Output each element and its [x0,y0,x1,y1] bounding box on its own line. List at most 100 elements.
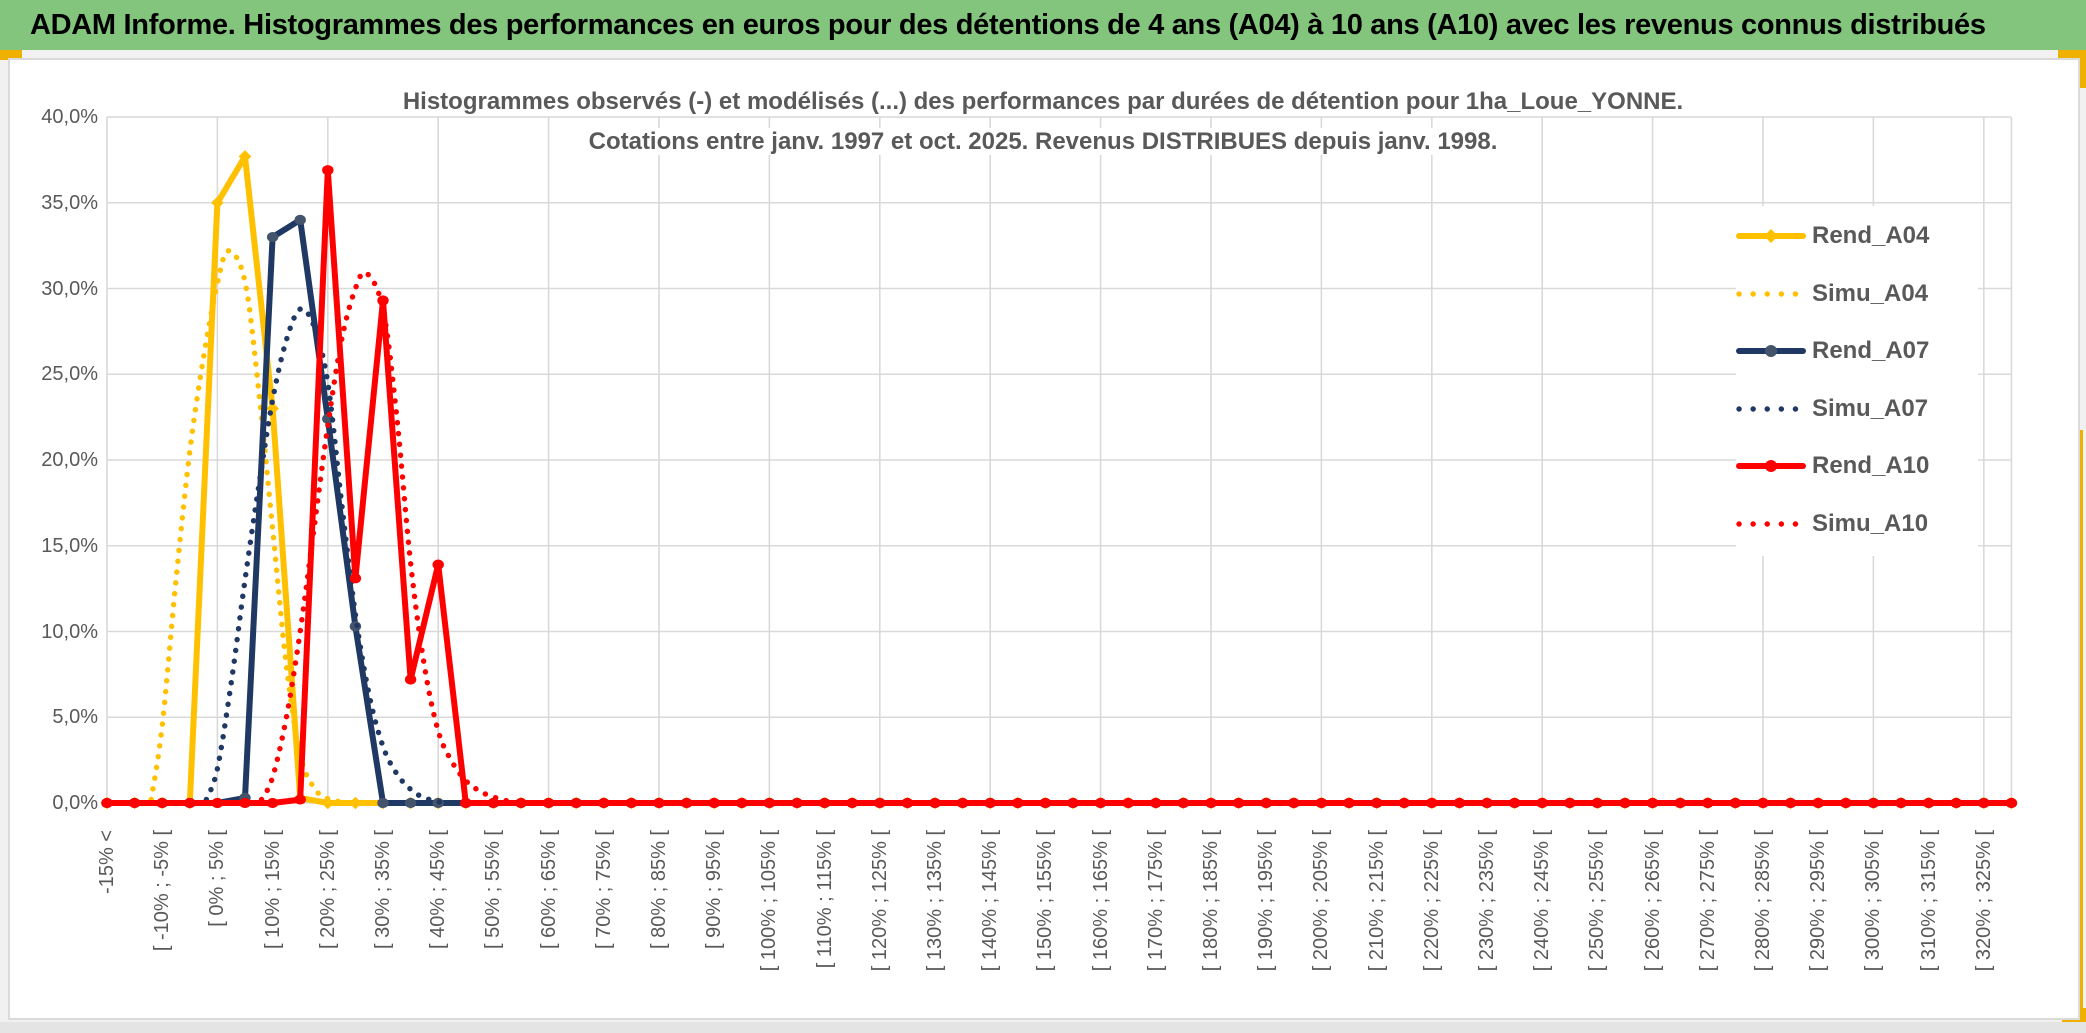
marker-Rend_A10-3 [184,797,196,809]
legend-item-Rend_A10[interactable]: Rend_A10 [1736,451,1978,481]
series-line-Rend_A10[interactable] [104,167,2015,806]
x-axis-tick-label: [ 10% ; 15% [ [261,829,284,949]
series-line-Rend_A04[interactable] [104,153,2015,806]
y-axis-tick-label: 40,0% [41,106,98,128]
yellow-accent-top-left [0,50,22,60]
marker-Rend_A10-30 [929,797,941,809]
marker-Rend_A10-53 [1564,797,1576,809]
marker-Rend_A10-7 [294,794,306,805]
chart-legend[interactable]: Rend_A04 Simu_A04 Rend_A07 Simu_A07 Rend_A10… [1736,206,1978,556]
legend-item-Simu_A07[interactable]: Simu_A07 [1736,394,1978,424]
marker-Rend_A10-47 [1398,797,1410,809]
marker-Rend_A10-23 [736,797,748,809]
x-axis-tick-label: [ 170% ; 175% [ [1144,829,1167,971]
x-axis-tick-label: [ 280% ; 285% [ [1752,829,1774,971]
x-axis-tick-label: [ 120% ; 125% [ [868,829,891,971]
legend-label: Simu_A04 [1812,279,1929,307]
marker-Rend_A10-57 [1674,797,1686,809]
chart-title-line2[interactable]: Cotations entre janv. 1997 et oct. 2025.… [0,128,2086,156]
x-axis-tick-label: [ 190% ; 195% [ [1255,829,1278,971]
x-axis-tick-label: [ 140% ; 145% [ [979,829,1002,971]
legend-item-Rend_A04[interactable]: Rend_A04 [1736,221,1978,251]
marker-Rend_A10-11 [404,674,417,685]
series-line-Simu_A10[interactable] [258,269,519,806]
y-axis-tick-label: 20,0% [41,449,98,471]
marker-Rend_A10-22 [708,797,720,809]
marker-Rend_A10-54 [1591,797,1604,809]
x-axis-tick-label: [ 160% ; 165% [ [1089,829,1112,971]
x-axis-tick-label: [ 250% ; 255% [ [1586,829,1609,971]
x-axis-tick-label: [ 210% ; 215% [ [1365,829,1388,971]
x-axis-tick-label: [ 110% ; 115% [ [813,829,836,968]
x-axis-tick-label: [ 30% ; 35% [ [372,829,394,949]
marker-Rend_A10-37 [1122,797,1134,809]
x-axis-tick-label: [ 0% ; 5% [ [206,829,229,927]
marker-Rend_A10-44 [1315,797,1328,809]
y-axis-tick-label: 30,0% [41,277,98,300]
marker-Rend_A10-35 [1067,797,1079,809]
marker-Rend_A10-67 [1950,797,1962,809]
legend-item-Rend_A07[interactable]: Rend_A07 [1736,336,1978,366]
marker-Rend_A07-7 [294,214,306,225]
x-axis-tick-label: [ 130% ; 135% [ [924,829,946,971]
marker-Rend_A10-4 [211,797,224,809]
marker-Rend_A10-48 [1426,797,1438,809]
legend-swatch-dotted [1736,290,1806,297]
marker-Rend_A10-55 [1619,797,1631,809]
legend-swatch-dotted [1736,520,1806,527]
marker-Rend_A10-24 [763,797,776,809]
marker-Rend_A04-6 [266,402,279,415]
marker-Rend_A10-58 [1702,797,1714,809]
marker-Rend_A10-26 [818,797,831,809]
marker-Rend_A04-4 [211,196,224,210]
marker-Rend_A10-14 [487,797,500,809]
marker-Rend_A07-10 [377,797,389,809]
marker-Rend_A10-25 [791,797,803,809]
x-axis-tick-label: [ 90% ; 95% [ [703,829,726,949]
legend-label: Simu_A07 [1812,394,1929,422]
x-axis-tick-label: [ 50% ; 55% [ [482,829,505,949]
legend-swatch-dotted [1736,405,1806,412]
marker-Rend_A04-9 [349,796,362,810]
marker-Rend_A10-52 [1536,797,1548,809]
legend-label: Simu_A10 [1812,509,1929,537]
x-axis-tick-label: [ 20% ; 25% [ [316,829,339,949]
marker-Rend_A10-49 [1453,797,1466,809]
marker-Rend_A10-36 [1094,797,1107,809]
marker-Rend_A10-18 [598,797,610,809]
marker-Rend_A10-15 [515,797,527,809]
chart-title-line2-text: Cotations entre janv. 1997 et oct. 2025.… [580,128,1506,155]
marker-Rend_A10-33 [1012,797,1024,809]
y-axis-tick-label: 35,0% [41,191,98,214]
marker-Rend_A10-12 [432,559,444,570]
marker-Rend_A10-40 [1205,797,1217,809]
legend-item-Simu_A10[interactable]: Simu_A10 [1736,509,1978,539]
legend-label: Rend_A04 [1812,222,1930,249]
x-axis-tick-label: [ 230% ; 235% [ [1476,829,1498,971]
marker-Rend_A04-5 [238,150,252,163]
y-axis-tick-label: 5,0% [52,706,98,729]
marker-Rend_A10-69 [2005,797,2018,809]
x-axis-tick-label: [ 240% ; 245% [ [1531,829,1554,971]
legend-item-Simu_A04[interactable]: Simu_A04 [1736,279,1978,309]
y-axis-tick-label: 0,0% [52,792,98,814]
series-line-Rend_A07[interactable] [104,216,2015,806]
marker-Rend_A10-13 [460,797,472,809]
chart-title-line1[interactable]: Histogrammes observés (-) et modélisés (… [402,88,1684,115]
marker-Rend_A10-65 [1895,797,1907,809]
marker-Rend_A10-32 [984,797,996,809]
marker-Rend_A10-63 [1840,797,1852,809]
marker-Rend_A10-45 [1343,797,1355,809]
marker-Rend_A10-29 [901,797,914,809]
y-axis-tick-label: 15,0% [41,534,98,557]
x-axis-tick-label: [ 220% ; 225% [ [1420,829,1443,971]
marker-Rend_A10-1 [128,797,141,809]
sheet-title-banner: ADAM Informe. Histogrammes des performan… [0,0,2086,50]
x-axis-tick-label: [ 60% ; 65% [ [537,829,560,949]
x-axis-tick-label: [ 290% ; 295% [ [1807,829,1830,971]
marker-Rend_A10-9 [349,573,362,584]
x-axis-tick-label: [ 150% ; 155% [ [1034,829,1057,971]
marker-Rend_A10-41 [1232,797,1245,809]
